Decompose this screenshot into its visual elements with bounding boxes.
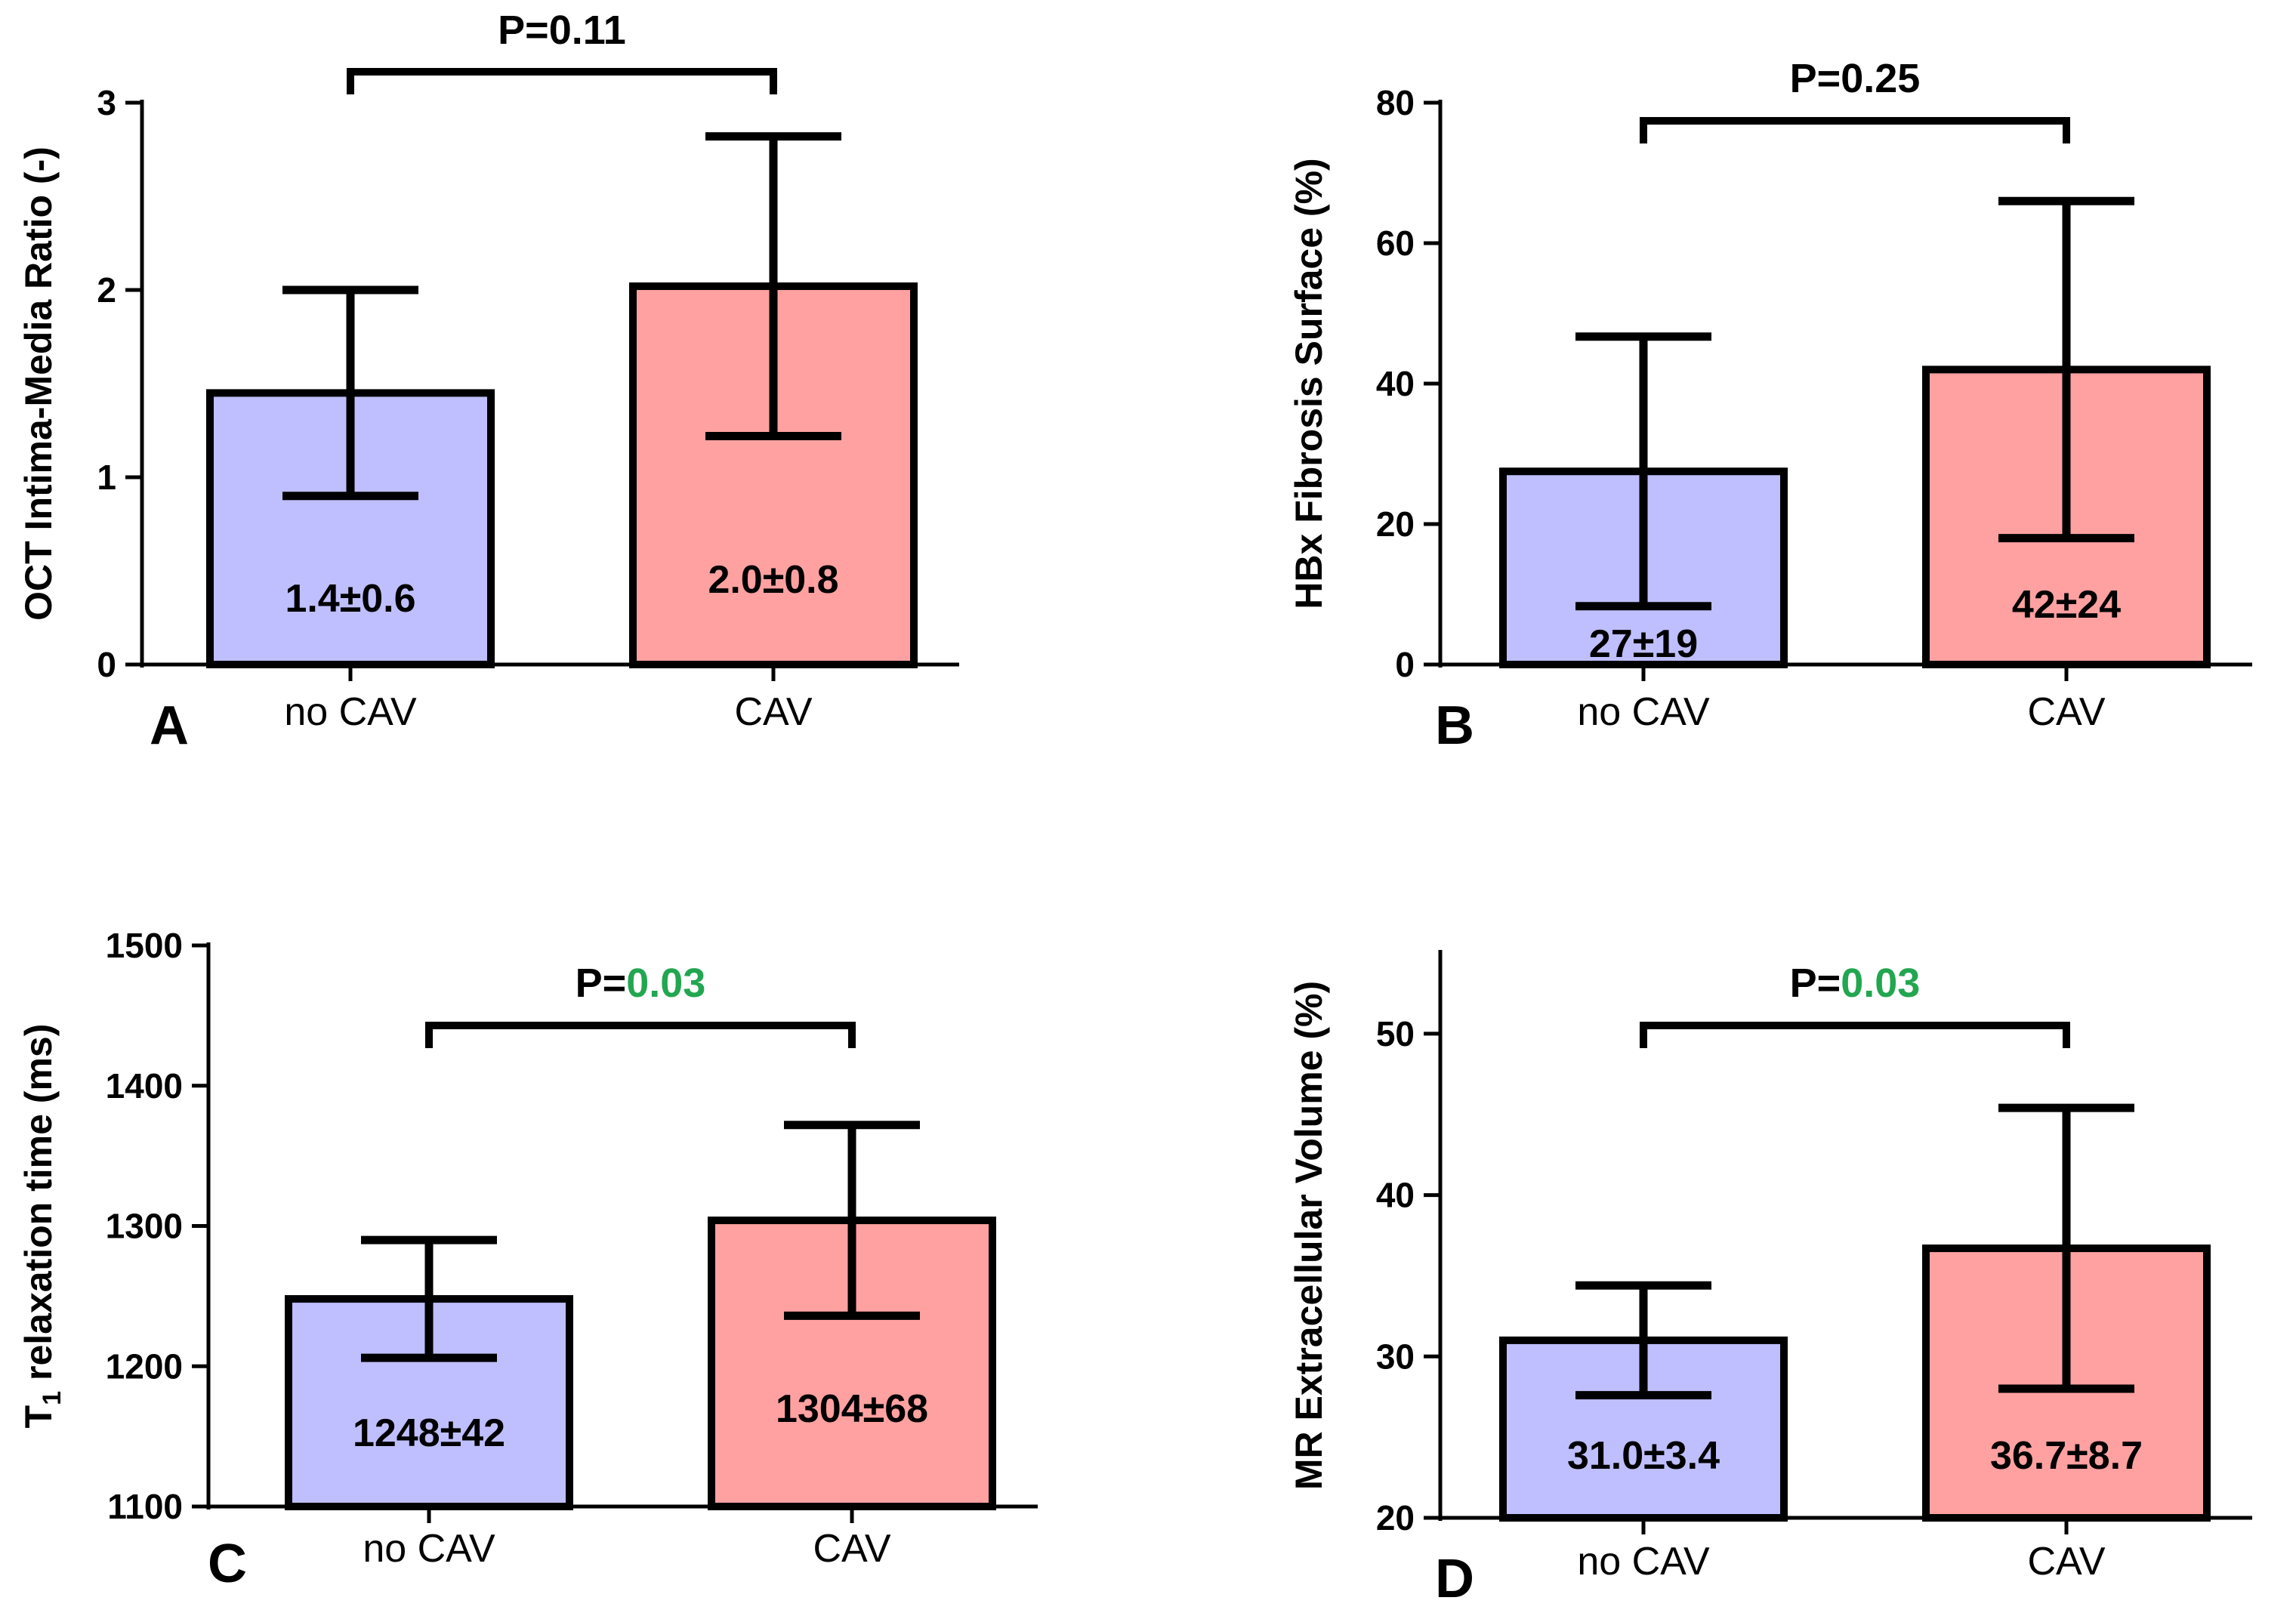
- p-value-label: P=0.11: [498, 8, 626, 53]
- y-axis-title-main: OCT Intima-Media Ratio (-): [17, 146, 60, 621]
- p-value-number: 0.03: [1841, 961, 1920, 1006]
- chart-panel-c: 1100 1200 1300 1400 1500 T1 relaxation time (…: [17, 926, 1038, 1594]
- p-value-label: P=0.25: [1790, 56, 1921, 101]
- y-tick-label: 0: [97, 645, 116, 684]
- p-value-number: 0.03: [626, 961, 705, 1006]
- y-tick-label: 1500: [106, 926, 183, 965]
- x-tick-label: CAV: [2027, 1540, 2105, 1584]
- p-value-number: 0.25: [1841, 56, 1920, 101]
- y-axis-title-rest: relaxation time (ms): [17, 1024, 60, 1391]
- y-tick-label: 40: [1376, 364, 1415, 403]
- chart-panel-d: 20 30 40 50 MR Extracellular Volume (%) 31.0±…: [1288, 950, 2252, 1609]
- p-value-number: 0.11: [549, 8, 626, 53]
- y-axis-title-main: HBx Fibrosis Surface (%): [1288, 158, 1330, 609]
- y-tick-label: 40: [1376, 1176, 1415, 1215]
- y-axis-title-main: MR Extracellular Volume (%): [1288, 981, 1330, 1490]
- data-label: 1.4±0.6: [285, 577, 415, 621]
- y-tick-label: 50: [1376, 1014, 1415, 1053]
- significance-bracket: [425, 1022, 856, 1048]
- y-tick-label: 80: [1376, 83, 1415, 122]
- y-tick-label: 1100: [107, 1487, 183, 1526]
- data-label: 42±24: [2012, 583, 2121, 627]
- panel-letter: B: [1435, 695, 1474, 756]
- p-value-label: P=0.03: [576, 961, 706, 1006]
- p-value-prefix: P=: [1790, 961, 1841, 1006]
- y-tick-label: 20: [1376, 504, 1415, 544]
- data-label: 1248±42: [353, 1411, 505, 1455]
- chart-panel-a: 0 1 2 3 OCT Intima-Media Ratio (-) 1.4±0.6 no …: [17, 8, 959, 756]
- x-tick-label: CAV: [2027, 690, 2105, 734]
- data-label: 2.0±0.8: [708, 558, 838, 602]
- y-tick-label: 0: [1395, 645, 1415, 684]
- y-axis-title: OCT Intima-Media Ratio (-): [17, 146, 60, 621]
- p-value-prefix: P=: [576, 961, 627, 1006]
- y-tick-label: 60: [1376, 224, 1415, 263]
- panel-letter: A: [150, 695, 189, 756]
- p-value-prefix: P=: [1790, 56, 1841, 101]
- y-tick-label: 1400: [106, 1066, 183, 1106]
- y-tick-label: 2: [97, 270, 116, 310]
- data-label: 27±19: [1589, 622, 1698, 666]
- y-axis-title-main: T: [17, 1405, 60, 1429]
- panel-letter: C: [208, 1534, 247, 1594]
- y-axis-title: HBx Fibrosis Surface (%): [1288, 158, 1330, 609]
- chart-panel-b: 0 20 40 60 80 HBx Fibrosis Surface (%) 27±19 no…: [1288, 56, 2252, 756]
- x-tick-label: no CAV: [1577, 1540, 1710, 1584]
- x-tick-label: no CAV: [363, 1527, 495, 1571]
- data-label: 31.0±3.4: [1567, 1434, 1720, 1478]
- y-axis-title-subscript: 1: [38, 1391, 66, 1405]
- significance-bracket: [1640, 1022, 2070, 1048]
- panel-letter: D: [1435, 1549, 1474, 1609]
- data-label: 1304±68: [776, 1387, 928, 1431]
- y-tick-label: 3: [97, 83, 116, 122]
- significance-bracket: [1640, 117, 2070, 143]
- x-tick-label: CAV: [734, 690, 812, 734]
- x-tick-label: no CAV: [284, 690, 417, 734]
- y-tick-label: 30: [1376, 1337, 1415, 1376]
- p-value-prefix: P=: [498, 8, 549, 53]
- y-tick-label: 1: [97, 458, 116, 497]
- data-label: 36.7±8.7: [1990, 1434, 2143, 1478]
- y-tick-label: 1300: [106, 1207, 183, 1246]
- p-value-label: P=0.03: [1790, 961, 1921, 1006]
- y-tick-label: 20: [1376, 1498, 1415, 1537]
- y-tick-label: 1200: [106, 1346, 183, 1386]
- significance-bracket: [347, 68, 777, 94]
- y-axis-title: MR Extracellular Volume (%): [1288, 981, 1330, 1490]
- x-tick-label: CAV: [813, 1527, 890, 1571]
- x-tick-label: no CAV: [1577, 690, 1710, 734]
- y-axis-title: T1 relaxation time (ms): [17, 1024, 66, 1429]
